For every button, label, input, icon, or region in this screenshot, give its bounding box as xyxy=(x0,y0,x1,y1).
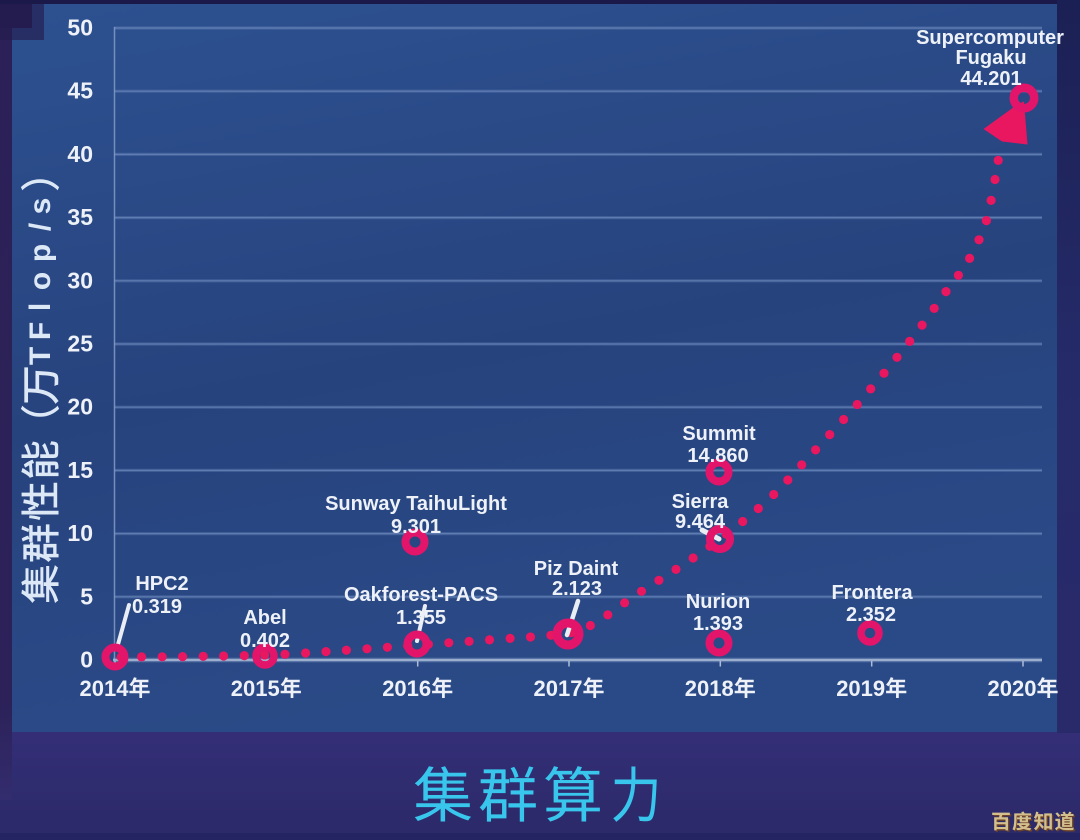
svg-text:20: 20 xyxy=(67,394,93,420)
svg-text:2.123: 2.123 xyxy=(552,578,602,600)
svg-text:0: 0 xyxy=(80,647,93,673)
svg-text:2016: 2016 xyxy=(382,676,431,701)
svg-text:1.393: 1.393 xyxy=(693,613,743,635)
svg-text:T: T xyxy=(24,347,57,365)
svg-text:0.319: 0.319 xyxy=(132,596,182,618)
svg-text:HPC2: HPC2 xyxy=(135,573,188,595)
svg-text:2015: 2015 xyxy=(231,676,280,701)
svg-text:s: s xyxy=(24,198,57,215)
svg-text:2019: 2019 xyxy=(836,676,885,701)
svg-text:40: 40 xyxy=(67,141,93,167)
svg-text:Oakforest-PACS: Oakforest-PACS xyxy=(344,584,498,606)
svg-text:Frontera: Frontera xyxy=(831,582,913,604)
svg-text:Fugaku: Fugaku xyxy=(955,47,1026,69)
svg-text:10: 10 xyxy=(67,520,93,546)
svg-text:50: 50 xyxy=(67,15,93,41)
svg-text:Supercomputer: Supercomputer xyxy=(916,27,1064,49)
svg-text:30: 30 xyxy=(67,267,93,293)
svg-text:25: 25 xyxy=(67,331,93,357)
svg-text:5: 5 xyxy=(80,583,93,609)
svg-text:Piz Daint: Piz Daint xyxy=(534,558,619,580)
svg-text:/: / xyxy=(24,222,57,231)
svg-text:2014: 2014 xyxy=(80,676,130,701)
svg-text:Nurion: Nurion xyxy=(686,591,750,613)
svg-text:Summit: Summit xyxy=(682,423,756,445)
svg-text:44.201: 44.201 xyxy=(960,68,1021,90)
svg-text:o: o xyxy=(24,272,57,290)
svg-text:2.352: 2.352 xyxy=(846,604,896,626)
svg-text:35: 35 xyxy=(67,204,93,230)
svg-text:Sierra: Sierra xyxy=(672,491,730,513)
svg-text:9.464: 9.464 xyxy=(675,511,726,533)
svg-text:1.355: 1.355 xyxy=(396,607,446,629)
svg-text:2017: 2017 xyxy=(534,676,583,701)
svg-text:9.301: 9.301 xyxy=(391,516,441,538)
svg-text:Abel: Abel xyxy=(243,607,286,629)
svg-text:15: 15 xyxy=(67,457,93,483)
svg-text:45: 45 xyxy=(67,78,93,104)
svg-text:2020: 2020 xyxy=(988,676,1037,701)
svg-text:l: l xyxy=(24,303,57,311)
svg-text:0.402: 0.402 xyxy=(240,630,290,652)
svg-text:14.860: 14.860 xyxy=(687,445,748,467)
svg-text:p: p xyxy=(24,244,57,262)
svg-text:F: F xyxy=(24,322,57,340)
svg-text:2018: 2018 xyxy=(685,676,734,701)
svg-text:Sunway TaihuLight: Sunway TaihuLight xyxy=(325,493,507,515)
